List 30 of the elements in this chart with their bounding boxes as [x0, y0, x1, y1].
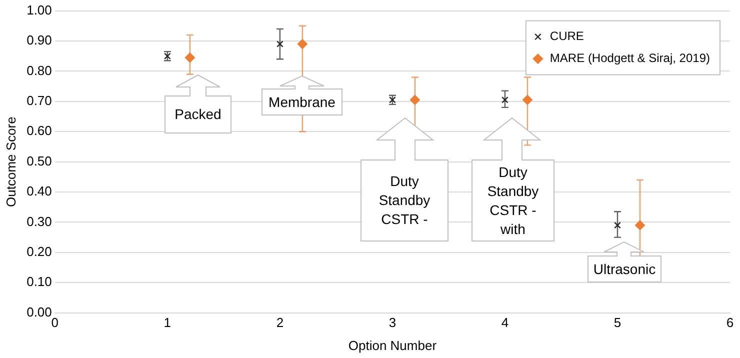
annotation: Packed: [174, 105, 222, 124]
point: [276, 40, 284, 48]
annotation: Duty Standby CSTR -: [378, 172, 432, 229]
y-axis-title: Outcome Score: [3, 116, 18, 207]
point: [502, 96, 508, 104]
y-tick-label: 0.50: [26, 153, 52, 168]
y-tick-label: 0.70: [26, 92, 52, 108]
x-tick-label: 3: [388, 315, 396, 330]
y-tick-label: 0.40: [26, 184, 52, 199]
y-tick-label: 0.20: [26, 244, 52, 259]
x-tick-label: 2: [276, 315, 284, 330]
legend-label: CURE: [550, 29, 584, 44]
x-tick-label: 0: [51, 315, 59, 330]
x-tick-label: 1: [164, 315, 172, 330]
y-tick-label: 0.90: [26, 32, 52, 48]
y-tick-label: 0.30: [26, 214, 52, 229]
x-axis-title: Option Number: [348, 338, 438, 353]
point: [614, 222, 621, 229]
y-tick-label: 0.00: [26, 304, 52, 320]
y-tick-label: 0.10: [26, 274, 52, 290]
y-tick-label: 0.80: [26, 62, 52, 78]
annotation: Ultrasonic: [592, 260, 657, 278]
legend-label: MARE (Hodgett & Siraj, 2019): [550, 51, 710, 66]
y-tick-label: 0.60: [26, 123, 52, 138]
x-tick-label: 4: [501, 315, 509, 330]
y-tick-label: 1.00: [26, 2, 52, 18]
annotation: Membrane: [268, 92, 336, 112]
x-tick-label: 6: [726, 315, 734, 330]
annotation: Duty Standby CSTR - with: [486, 162, 540, 238]
x-tick-label: 5: [614, 315, 622, 330]
